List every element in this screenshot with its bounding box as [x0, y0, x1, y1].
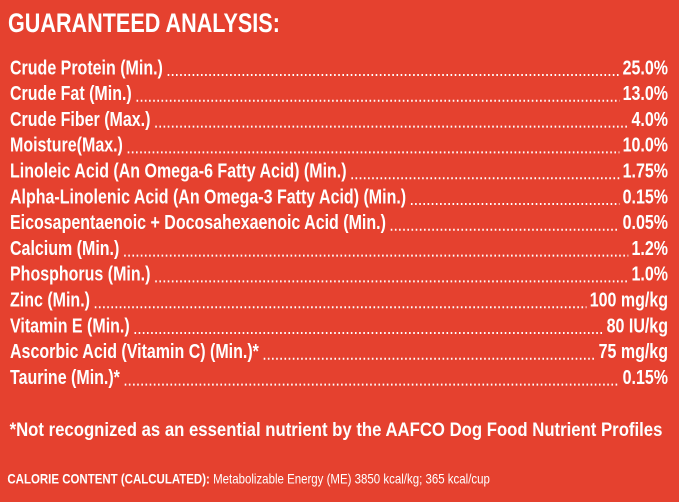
- title: GUARANTEED ANALYSIS:: [8, 9, 280, 39]
- calorie-label: CALORIE CONTENT (CALCULATED):: [7, 471, 210, 487]
- nutrient-value: 13.0%: [623, 82, 668, 104]
- nutrient-label: Crude Fiber (Max.): [10, 108, 150, 130]
- nutrient-label: Alpha-Linolenic Acid (An Omega-3 Fatty A…: [10, 186, 406, 208]
- nutrient-value: 1.0%: [632, 263, 668, 285]
- nutrient-label: Linoleic Acid (An Omega-6 Fatty Acid) (M…: [10, 160, 347, 182]
- calorie-text: Metabolizable Energy (ME) 3850 kcal/kg; …: [213, 471, 490, 487]
- nutrient-label: Phosphorus (Min.): [10, 263, 150, 285]
- footnote: *Not recognized as an essential nutrient…: [10, 418, 663, 440]
- nutrient-value: 25.0%: [623, 57, 668, 79]
- nutrient-label: Ascorbic Acid (Vitamin C) (Min.)*: [10, 340, 260, 362]
- nutrient-value: 1.2%: [632, 237, 668, 259]
- nutrient-value: 75 mg/kg: [599, 340, 668, 362]
- calorie-content: CALORIE CONTENT (CALCULATED): Metaboliza…: [7, 471, 490, 487]
- nutrient-value: 1.75%: [623, 160, 668, 182]
- nutrient-label: Vitamin E (Min.): [10, 315, 130, 337]
- nutrient-label: Taurine (Min.)*: [10, 366, 121, 388]
- nutrient-value: 0.15%: [623, 186, 668, 208]
- nutrient-value: 100 mg/kg: [590, 289, 668, 311]
- nutrient-label: Crude Fat (Min.): [10, 82, 132, 104]
- nutrient-value: 4.0%: [632, 108, 668, 130]
- nutrient-label: Zinc (Min.): [10, 289, 90, 311]
- nutrient-value: 0.05%: [623, 211, 668, 233]
- nutrient-value: 80 IU/kg: [607, 315, 668, 337]
- nutrient-value: 0.15%: [623, 366, 668, 388]
- nutrient-label: Calcium (Min.): [10, 237, 119, 259]
- nutrient-value: 10.0%: [623, 134, 668, 156]
- nutrient-label: Crude Protein (Min.): [10, 57, 163, 79]
- nutrient-label: Eicosapentaenoic + Docosahexaenoic Acid …: [10, 211, 386, 233]
- nutrient-label: Moisture(Max.): [10, 134, 123, 156]
